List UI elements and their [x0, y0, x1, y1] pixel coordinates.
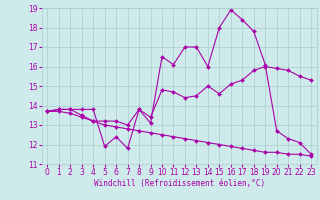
X-axis label: Windchill (Refroidissement éolien,°C): Windchill (Refroidissement éolien,°C)	[94, 179, 265, 188]
